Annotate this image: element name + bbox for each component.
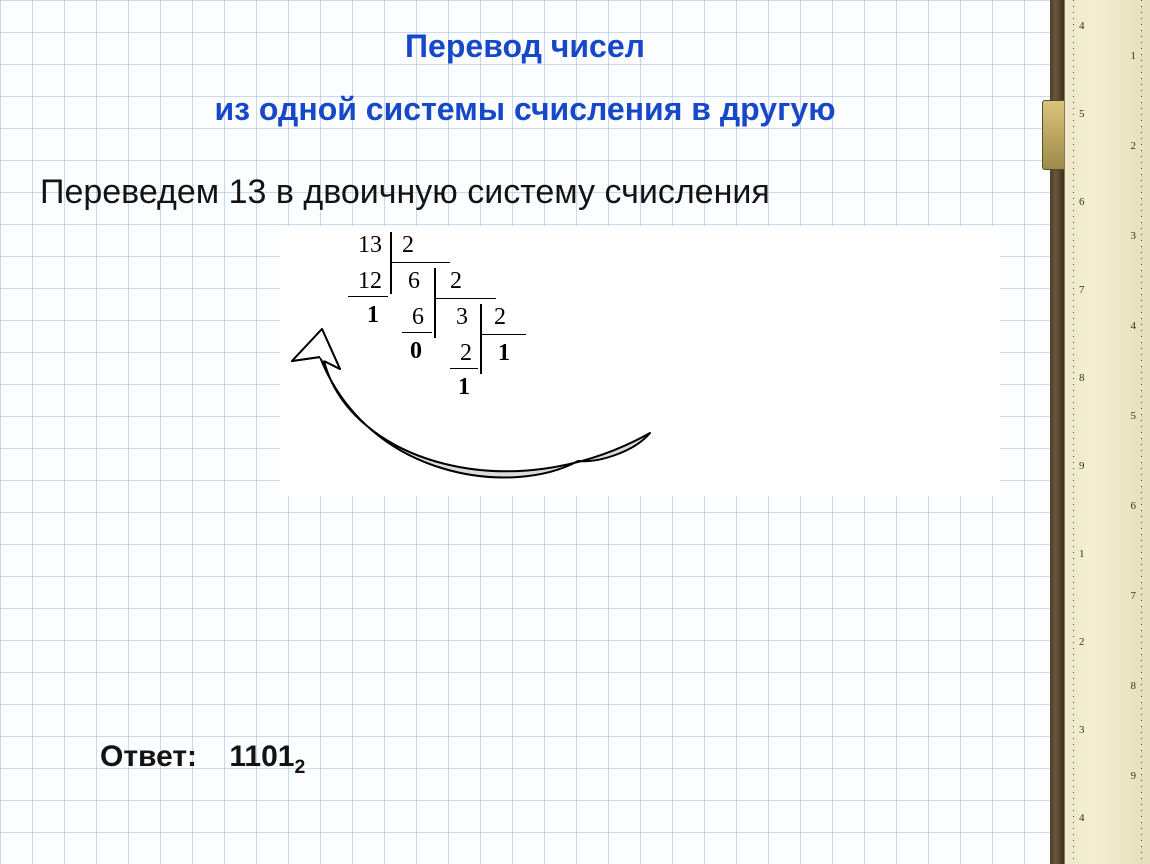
ruler-mark: 3 [1079, 724, 1085, 736]
division-divisor-1: 2 [402, 232, 414, 259]
curved-arrow-icon [280, 321, 760, 501]
slide-title-line2: из одной системы счисления в другую [40, 91, 1010, 128]
slide-content: Перевод чисел из одной системы счисления… [0, 0, 1050, 536]
ruler-mark: 5 [1131, 410, 1137, 422]
answer-value: 1101 [229, 740, 294, 773]
ruler-mark: 7 [1079, 284, 1085, 296]
slide-title-line1: Перевод чисел [40, 28, 1010, 65]
ruler-mark: 4 [1079, 20, 1085, 32]
long-division-diagram: 13 2 12 1 6 6 2 0 3 2 2 1 1 [280, 226, 1000, 496]
ruler-mark: 1 [1079, 548, 1085, 560]
answer-label: Ответ: [100, 740, 197, 773]
ruler-mark: 5 [1079, 108, 1085, 120]
ruler-mark: 3 [1131, 230, 1137, 242]
ruler-mark: 6 [1079, 196, 1085, 208]
ruler-mark: 9 [1079, 460, 1085, 472]
division-under-1: 12 [358, 268, 382, 295]
division-quotient-1: 6 [408, 268, 420, 295]
answer-row: Ответ: 11012 [100, 740, 305, 779]
body-text: Переведем 13 в двоичную систему счислени… [40, 170, 1010, 216]
ruler-decoration: 4 5 6 7 8 9 1 2 3 4 1 2 3 4 5 6 7 8 9 [1050, 0, 1150, 864]
ruler-mark: 2 [1131, 140, 1137, 152]
ruler-mark: 8 [1079, 372, 1085, 384]
division-divisor-2: 2 [450, 268, 462, 295]
ruler-mark: 2 [1079, 636, 1085, 648]
ruler-mark: 4 [1131, 320, 1137, 332]
ruler-mark: 4 [1079, 812, 1085, 824]
answer-base: 2 [294, 756, 305, 778]
ruler-mark: 6 [1131, 500, 1137, 512]
ruler-mark: 7 [1131, 590, 1137, 602]
ruler-mark: 8 [1131, 680, 1137, 692]
ruler-mark: 1 [1131, 50, 1137, 62]
ruler-mark: 9 [1131, 770, 1137, 782]
division-dividend-1: 13 [358, 232, 382, 259]
